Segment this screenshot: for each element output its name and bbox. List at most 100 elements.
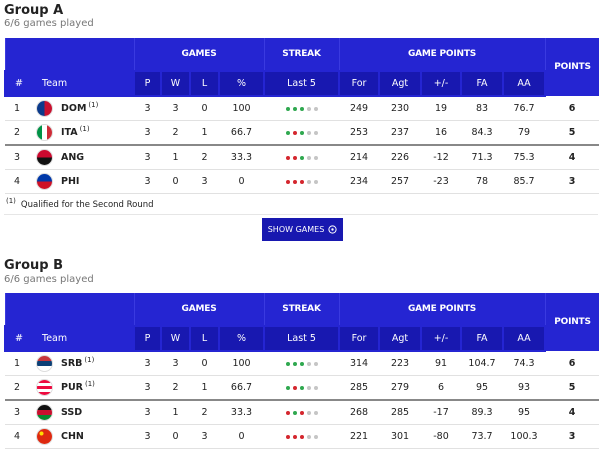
column-header: Team xyxy=(34,70,135,97)
stat-fa: 71.3 xyxy=(461,144,504,170)
stat-aa: 75.3 xyxy=(503,144,546,170)
team-row: 3 SSD 3 1 2 33.3 268 285 -17 89.3 95 4 xyxy=(5,399,600,425)
column-header: For xyxy=(338,70,381,97)
rank: 4 xyxy=(5,424,35,449)
last-5 xyxy=(264,351,340,376)
points: 5 xyxy=(545,120,600,146)
group-subtitle: 6/6 games played xyxy=(4,274,94,285)
team-code: PUR xyxy=(61,382,83,394)
column-header: Last 5 xyxy=(263,70,341,97)
flag xyxy=(37,429,52,444)
rank: 1 xyxy=(5,351,35,376)
stat-w: 0 xyxy=(161,424,190,449)
streak-dot xyxy=(299,434,304,439)
stat-p: 3 xyxy=(134,375,161,401)
column-group-header: GAMES xyxy=(133,38,265,71)
stat-pct: 100 xyxy=(219,96,265,121)
streak-dot xyxy=(313,155,318,160)
streak-dot xyxy=(292,179,297,184)
stat-fa: 73.7 xyxy=(461,424,504,449)
stat-pct: 33.3 xyxy=(219,144,265,170)
streak-dot xyxy=(313,385,318,390)
points: 6 xyxy=(545,96,600,121)
stat-w: 1 xyxy=(161,399,190,425)
rank: 1 xyxy=(5,96,35,121)
flag xyxy=(37,150,52,165)
flag xyxy=(37,380,52,396)
stat-agt: 285 xyxy=(379,399,422,425)
points: 4 xyxy=(545,144,600,170)
team-code: ITA xyxy=(61,127,78,139)
team-row: 1 DOM (1) 3 3 0 100 249 230 19 83 76.7 6 xyxy=(5,96,600,121)
stat-fa: 104.7 xyxy=(461,351,504,376)
rank: 2 xyxy=(5,375,35,401)
column-header: +/- xyxy=(420,70,463,97)
stat-diff: 91 xyxy=(421,351,462,376)
streak-dot xyxy=(285,106,290,111)
team: DOM (1) xyxy=(35,96,134,121)
team-row: 1 SRB (1) 3 3 0 100 314 223 91 104.7 74.3 6 xyxy=(5,351,600,376)
team-row: 4 CHN 3 0 3 0 221 301 -80 73.7 100.3 3 xyxy=(5,424,600,449)
button-label: SHOW GAMES xyxy=(267,225,325,234)
streak-dot xyxy=(313,361,318,366)
stat-diff: 19 xyxy=(421,96,462,121)
team-row: 3 ANG 3 1 2 33.3 214 226 -12 71.3 75.3 4 xyxy=(5,144,600,170)
column-header: For xyxy=(338,325,381,352)
stat-l: 0 xyxy=(190,351,219,376)
column-header: +/- xyxy=(420,325,463,352)
flag xyxy=(37,101,52,117)
stat-p: 3 xyxy=(134,96,161,121)
group-title: Group A xyxy=(4,3,64,18)
team: SSD xyxy=(35,399,134,425)
stat-w: 1 xyxy=(161,144,190,170)
stat-for: 234 xyxy=(339,169,380,194)
streak-dot xyxy=(306,106,311,111)
stat-agt: 279 xyxy=(379,375,422,401)
team-code: PHI xyxy=(61,176,80,187)
header-row: # Team P W L% Last 5 For Agt +/- FA AA xyxy=(4,70,599,97)
qualification-note: (1) xyxy=(88,100,99,109)
qualification-note: (1) xyxy=(84,355,95,364)
stat-p: 3 xyxy=(134,424,161,449)
table-body: 1 SRB (1) 3 3 0 100 314 223 91 104.7 74.3 6 2 PUR (1) 3 2… xyxy=(5,351,600,449)
streak-dot xyxy=(292,106,297,111)
stat-agt: 301 xyxy=(379,424,422,449)
stat-pct: 100 xyxy=(219,351,265,376)
column-group-header: STREAK xyxy=(263,293,340,326)
stat-agt: 226 xyxy=(379,144,422,170)
stat-pct: 0 xyxy=(219,424,265,449)
team-row: 2 PUR (1) 3 2 1 66.7 285 279 6 95 93 5 xyxy=(5,375,600,401)
stat-for: 249 xyxy=(339,96,380,121)
show-games-button[interactable]: SHOW GAMES xyxy=(262,218,343,241)
last-5 xyxy=(264,96,340,121)
footnote: (1) Qualified for the Second Round xyxy=(4,197,154,210)
streak-dot xyxy=(292,385,297,390)
table-head: GAMES STREAK GAME POINTS POINTS # Team P W L% Las… xyxy=(4,38,600,97)
streak-dot xyxy=(285,361,290,366)
stat-l: 1 xyxy=(190,120,219,146)
stat-aa: 79 xyxy=(503,120,546,146)
streak-dot xyxy=(306,155,311,160)
streak-dot xyxy=(292,410,297,415)
stat-l: 2 xyxy=(190,144,219,170)
points: 3 xyxy=(545,169,600,194)
standings-table: GAMES STREAK GAME POINTS POINTS # Team P W L% Las… xyxy=(4,293,600,449)
streak-dot xyxy=(285,410,290,415)
last-5 xyxy=(264,424,340,449)
streak-dot xyxy=(306,179,311,184)
streak-dot xyxy=(299,106,304,111)
team: PUR (1) xyxy=(35,375,134,401)
streak-dot xyxy=(299,130,304,135)
team-code: SSD xyxy=(61,407,83,418)
streak-dot xyxy=(313,106,318,111)
team: ITA (1) xyxy=(35,120,134,146)
stat-diff: -23 xyxy=(421,169,462,194)
streak-dot xyxy=(285,434,290,439)
column-group-header: GAMES xyxy=(133,293,265,326)
stat-pct: 66.7 xyxy=(219,120,265,146)
stat-p: 3 xyxy=(134,120,161,146)
stat-fa: 95 xyxy=(461,375,504,401)
points: 5 xyxy=(545,375,600,401)
stat-l: 3 xyxy=(190,424,219,449)
stat-aa: 100.3 xyxy=(503,424,546,449)
